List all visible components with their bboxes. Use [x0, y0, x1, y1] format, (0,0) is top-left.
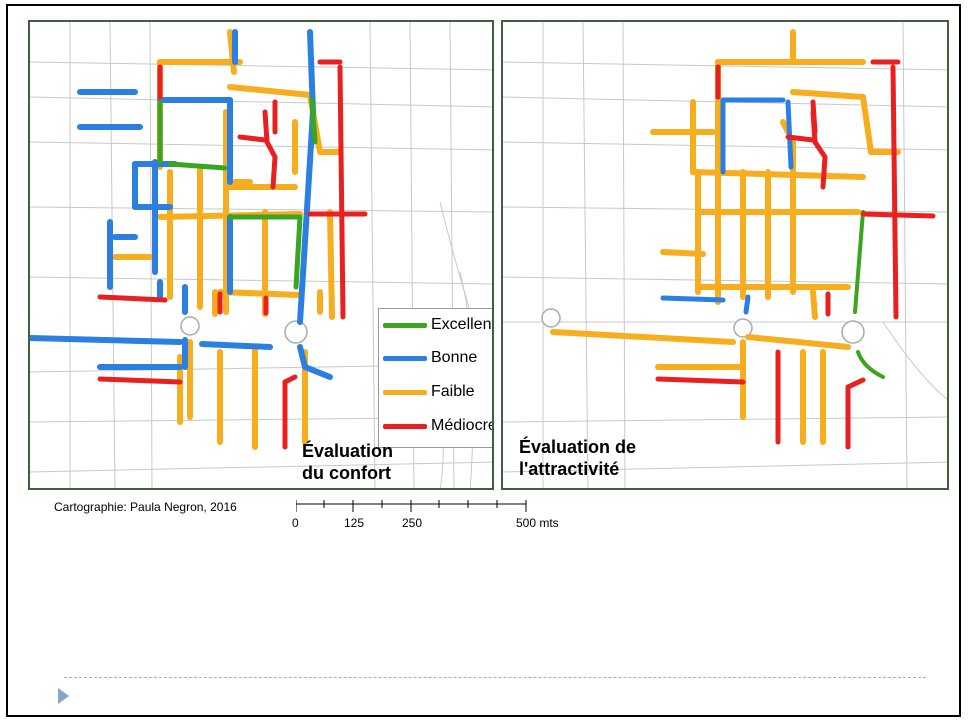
- map-confort: Excellent Bonne Faible Médiocre Évaluati…: [28, 20, 494, 490]
- legend-swatch-bonne: [383, 355, 427, 361]
- legend-swatch-excellent: [383, 322, 427, 328]
- scale-label-250: 250: [402, 516, 423, 530]
- scale-bar-graphic: [295, 500, 527, 512]
- slide: Excellent Bonne Faible Médiocre Évaluati…: [6, 4, 961, 717]
- map-title-confort-line1: Évaluation: [302, 441, 394, 461]
- map-title-attractivite-line2: l'attractivité: [519, 459, 620, 479]
- legend-item-excellent: Excellent: [383, 312, 494, 338]
- scale-label-125: 125: [344, 516, 365, 530]
- map-attractivite: Évaluation de l'attractivité: [501, 20, 949, 490]
- map-legend: Excellent Bonne Faible Médiocre: [378, 308, 494, 448]
- map-title-confort: Évaluation du confort: [302, 440, 393, 484]
- base-streets: [503, 22, 947, 488]
- scale-label-0: 0: [292, 516, 299, 530]
- legend-label-mediocre: Médiocre: [431, 417, 494, 434]
- legend-label-excellent: Excellent: [431, 316, 494, 333]
- mediocre-segments: [655, 59, 936, 450]
- legend-label-bonne: Bonne: [431, 349, 478, 366]
- mediocre-segments: [97, 59, 368, 450]
- bullet-arrow-icon: [58, 688, 69, 704]
- map-title-attractivite: Évaluation de l'attractivité: [519, 436, 636, 480]
- bonne-segments: [30, 29, 333, 380]
- map-title-confort-line2: du confort: [302, 463, 391, 483]
- legend-item-bonne: Bonne: [383, 345, 477, 371]
- legend-item-mediocre: Médiocre: [383, 413, 494, 439]
- legend-swatch-faible: [383, 389, 427, 395]
- map-title-attractivite-line1: Évaluation de: [519, 437, 637, 457]
- scale-bar: 0 125 250 500 mts: [292, 500, 576, 536]
- bonne-segments: [660, 97, 794, 315]
- legend-label-faible: Faible: [431, 383, 475, 400]
- footer-divider: [64, 677, 926, 678]
- map-attractivite-canvas: [503, 22, 947, 488]
- legend-item-faible: Faible: [383, 379, 475, 405]
- legend-swatch-mediocre: [383, 423, 427, 429]
- excellent-segments: [853, 210, 885, 379]
- map-credit: Cartographie: Paula Negron, 2016: [54, 500, 237, 514]
- excellent-segments: [157, 97, 318, 290]
- scale-label-500: 500 mts: [516, 516, 559, 530]
